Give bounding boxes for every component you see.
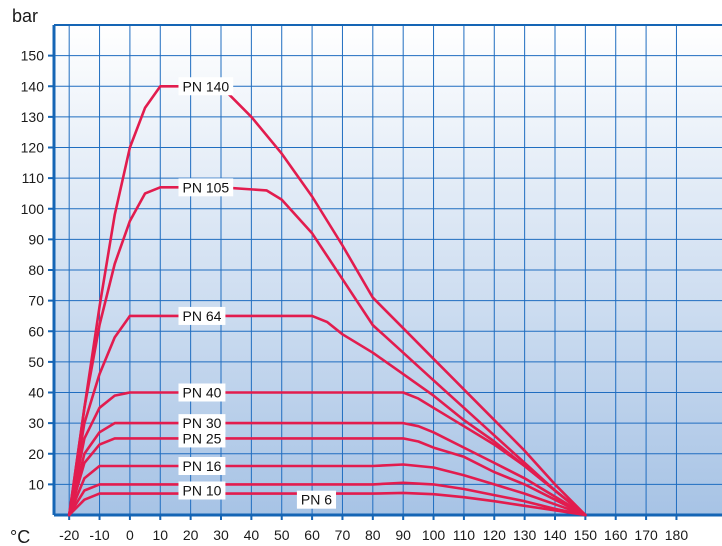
series-label-box <box>178 457 226 475</box>
x-tick-label: 150 <box>574 527 598 543</box>
series-label: PN 25 <box>178 429 226 448</box>
y-tick-label: 90 <box>28 231 44 247</box>
series-label: PN 140 <box>178 77 234 96</box>
series-label-box <box>178 429 226 448</box>
x-tick-label: 50 <box>274 527 290 543</box>
series-label-box <box>178 178 234 197</box>
x-tick-label: 70 <box>335 527 351 543</box>
series-label-text: PN 10 <box>182 483 221 499</box>
x-tick-label: 180 <box>665 527 689 543</box>
series-line <box>67 186 587 517</box>
y-tick-label: 150 <box>21 48 45 64</box>
series-label-text: PN 140 <box>182 78 229 94</box>
y-tick-label: 130 <box>21 109 45 125</box>
series-label-box <box>178 383 226 402</box>
series-line <box>67 85 587 517</box>
x-tick-label: 60 <box>304 527 320 543</box>
x-tick-label: 160 <box>604 527 628 543</box>
y-tick-label: 30 <box>28 415 44 431</box>
y-tick-label: 10 <box>28 476 44 492</box>
series-label-box <box>178 414 226 433</box>
y-tick-label: 70 <box>28 293 44 309</box>
series-label: PN 64 <box>178 306 226 325</box>
series-label-box <box>178 77 234 96</box>
x-tick-label: -20 <box>59 527 79 543</box>
x-tick-label: 130 <box>513 527 537 543</box>
series-label-box <box>178 481 226 500</box>
series-line <box>67 421 587 517</box>
x-tick-label: 20 <box>183 527 199 543</box>
series-label: PN 105 <box>178 178 234 197</box>
x-tick-label: 40 <box>244 527 260 543</box>
series-line <box>67 314 587 517</box>
axes <box>48 24 722 520</box>
x-tick-label: 120 <box>483 527 507 543</box>
y-tick-label: 40 <box>28 385 44 401</box>
series-label-box <box>178 306 226 325</box>
tick-labels: 102030405060708090100110120130140150-20-… <box>21 48 689 543</box>
x-tick-label: -10 <box>89 527 109 543</box>
x-tick-label: 100 <box>422 527 446 543</box>
x-tick-label: 140 <box>543 527 567 543</box>
series-label-text: PN 16 <box>182 458 221 474</box>
series-label-text: PN 64 <box>182 308 221 324</box>
series-label-text: PN 6 <box>301 492 332 508</box>
x-tick-label: 80 <box>365 527 381 543</box>
series-label-box <box>296 490 337 509</box>
series-label: PN 10 <box>178 481 226 500</box>
y-tick-label: 60 <box>28 323 44 339</box>
x-tick-label: 10 <box>152 527 168 543</box>
series-label: PN 30 <box>178 414 226 433</box>
y-tick-label: 110 <box>22 170 45 186</box>
series-label: PN 40 <box>178 383 226 402</box>
series-label-text: PN 40 <box>182 385 221 401</box>
y-tick-label: 80 <box>28 262 44 278</box>
series-line <box>67 491 587 517</box>
series-label: PN 16 <box>178 457 226 475</box>
series-line <box>67 481 587 517</box>
x-tick-label: 110 <box>453 527 476 543</box>
x-tick-label: 90 <box>395 527 411 543</box>
series-line <box>67 437 587 517</box>
x-tick-label: 0 <box>126 527 134 543</box>
x-tick-label: 170 <box>634 527 658 543</box>
x-tick-label: 30 <box>213 527 229 543</box>
y-tick-label: 100 <box>21 201 45 217</box>
series-label: PN 6 <box>296 490 337 509</box>
series-label-text: PN 105 <box>182 179 229 195</box>
series-lines <box>67 85 587 517</box>
y-tick-label: 140 <box>21 78 45 94</box>
series-label-text: PN 30 <box>182 415 221 431</box>
y-tick-label: 20 <box>28 446 44 462</box>
y-tick-label: 120 <box>21 140 45 156</box>
series-label-text: PN 25 <box>182 430 221 446</box>
series-line <box>67 391 587 517</box>
x-axis-label: °C <box>10 527 30 546</box>
y-axis-label: bar <box>12 6 38 26</box>
y-tick-label: 50 <box>28 354 44 370</box>
series-line <box>67 463 587 517</box>
